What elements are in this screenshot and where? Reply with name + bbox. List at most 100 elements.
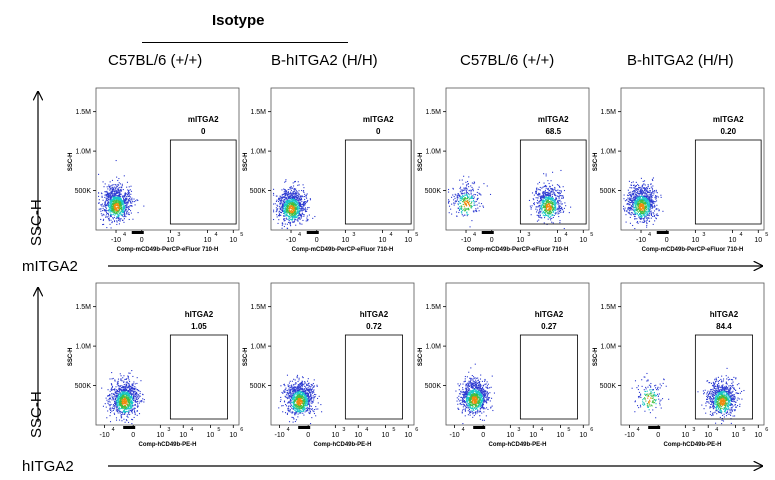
event-dot [551,198,553,200]
event-dot [547,180,549,182]
event-dot [130,193,132,195]
event-dot [553,203,555,206]
event-dot [544,195,546,197]
event-dot [291,397,293,399]
event-dot [285,214,287,216]
event-dot [298,197,301,199]
event-dot [113,216,115,218]
event-dot [294,204,296,206]
event-dot [642,203,644,205]
event-dot [543,199,545,201]
event-dot [543,205,545,207]
event-dot [539,202,541,204]
event-dot [122,201,124,203]
event-dot [117,382,119,384]
event-dot [110,408,112,410]
event-dot [290,204,292,206]
event-dot [555,208,557,210]
event-dot [643,199,645,202]
event-dot [560,209,562,211]
event-dot [651,205,653,207]
event-dot [644,190,646,192]
event-dot [645,207,647,209]
event-dot [292,206,294,208]
event-dot [643,207,645,209]
event-dot [140,400,142,402]
event-dot [113,209,115,211]
event-dot [105,207,107,209]
event-dot [131,205,133,207]
event-dot [454,193,456,195]
event-dot [135,387,137,389]
event-dot [127,199,129,201]
event-dot [107,204,109,206]
event-dot [635,202,637,204]
event-dot [641,193,644,195]
event-dot [136,393,138,395]
event-dot [286,199,288,201]
event-dot [295,191,297,193]
event-dot [448,188,450,191]
event-dot [115,212,117,215]
event-dot [536,211,538,213]
event-dot [285,211,288,213]
event-dot [649,198,651,200]
event-dot [104,203,106,205]
event-dot [131,406,133,408]
event-dot [544,213,547,215]
event-dot [553,208,555,210]
event-dot [318,395,320,397]
event-dot [649,187,651,190]
event-dot [283,225,285,228]
event-dot [533,199,535,201]
event-dot [108,210,110,212]
event-dot [130,202,132,204]
event-dot [286,228,289,230]
event-dot [119,403,122,405]
x-tick-exponent: 5 [240,232,243,238]
event-dot [112,207,114,209]
event-dot [548,213,550,215]
event-dot [461,179,463,181]
event-dot [306,405,308,407]
event-dot [289,186,291,189]
event-dot [636,200,638,202]
event-dot [459,207,461,209]
event-dot [643,219,645,221]
event-dot [291,207,294,209]
event-dot [284,218,286,220]
event-dot [543,222,545,224]
event-dot [123,211,126,213]
event-dot [113,204,115,206]
x-tick-exponent: 4 [215,232,218,238]
event-dot [279,208,281,210]
event-dot [114,188,116,190]
event-dot [649,200,651,202]
event-dot [282,210,284,212]
event-dot [537,197,539,199]
event-dot [122,391,124,393]
event-dot [628,192,630,194]
event-dot [109,199,111,201]
event-dot [550,193,552,195]
event-dot [130,185,132,187]
event-dot [545,198,547,200]
event-dot [289,213,291,215]
event-dot [285,205,287,207]
event-dot [462,189,464,192]
event-dot [554,200,556,202]
event-dot [293,210,296,213]
event-dot [130,392,132,394]
event-dot [116,211,118,213]
event-dot [549,210,551,212]
event-dot [114,388,116,390]
event-dot [459,208,461,211]
event-dot [122,388,124,390]
event-dot [120,202,122,204]
event-dot [107,395,109,397]
event-dot [303,384,305,386]
event-dot [109,395,111,397]
event-dot [128,412,130,414]
event-dot [469,200,471,202]
event-dot [290,196,292,198]
